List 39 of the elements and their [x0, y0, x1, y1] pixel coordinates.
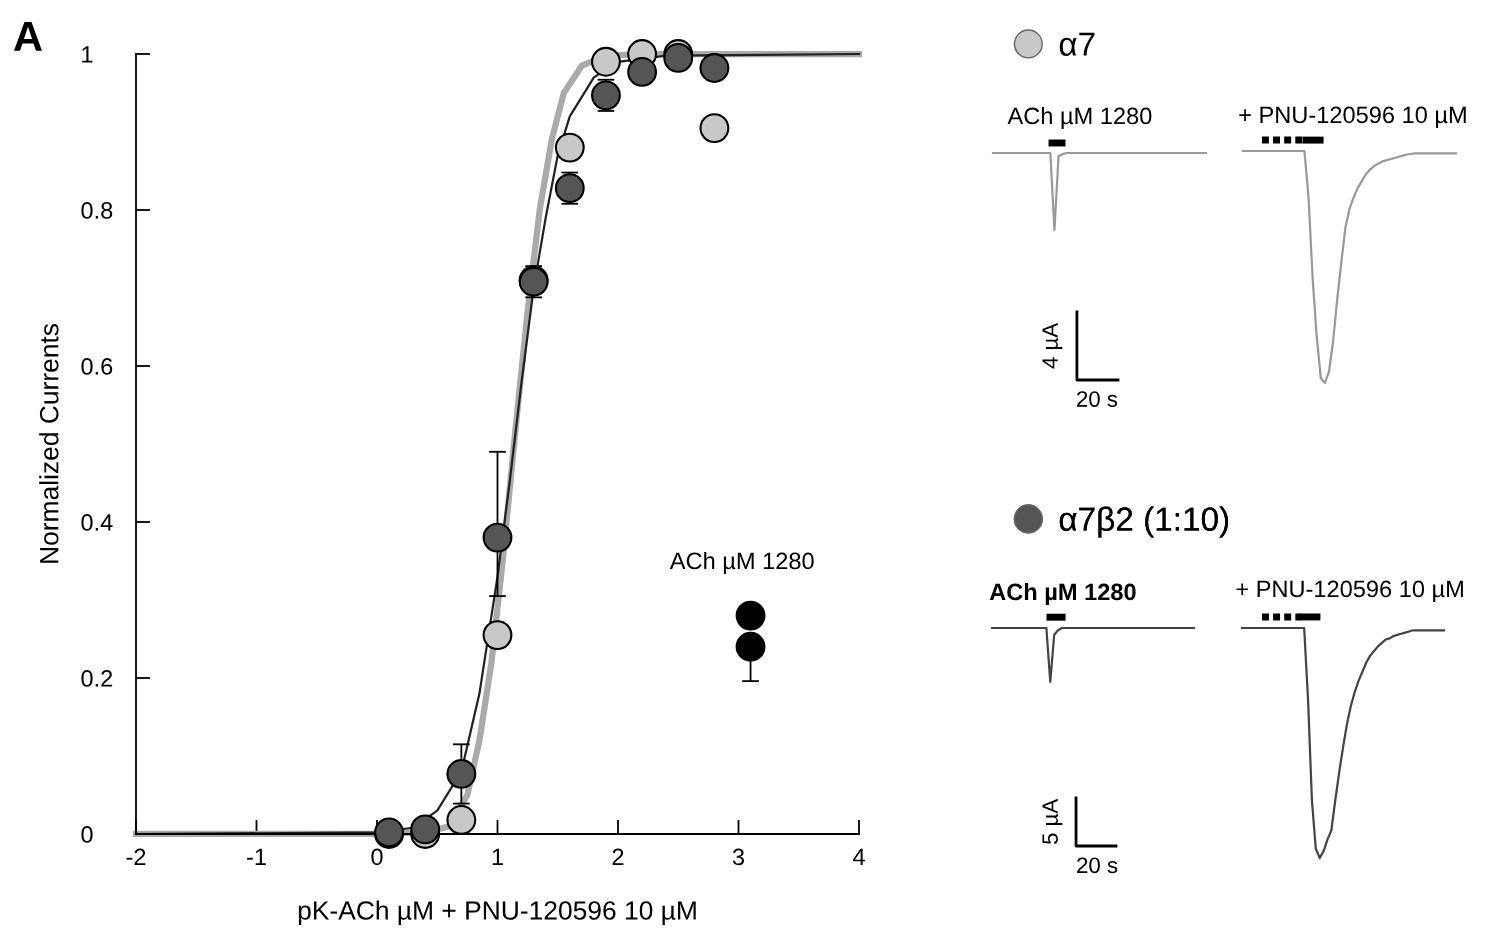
annotation: ACh µM 1280 — [669, 551, 814, 574]
y-tick-label: 1 — [82, 46, 93, 63]
x-tick-label: 1 — [492, 848, 503, 865]
text: ACh µM 1280 — [989, 582, 1136, 605]
x-tick-label: 3 — [732, 848, 745, 866]
point — [735, 600, 766, 631]
y-tick-label: 0 — [81, 826, 93, 843]
point — [482, 522, 513, 553]
point — [735, 631, 766, 662]
x-tick-label: 2 — [612, 848, 624, 865]
text: 20 s — [1077, 857, 1118, 874]
x-tick-label: -2 — [126, 848, 146, 865]
point — [446, 759, 477, 789]
x-tick-label: 0 — [371, 848, 383, 866]
legend-label: α7 — [1059, 32, 1095, 56]
text: + PNU-120596 10 µM — [1239, 106, 1466, 128]
text: 20 s — [1077, 391, 1118, 407]
text: 4 µA — [1042, 322, 1063, 369]
y-axis-title: Normalized Currents — [39, 323, 59, 563]
y-tick-label: 0.6 — [81, 358, 113, 375]
legend-label: α7β2 (1:10) — [1059, 506, 1229, 538]
x-tick-label: -1 — [247, 848, 266, 865]
point — [591, 46, 621, 77]
point — [627, 57, 658, 87]
y-tick-label: 0.4 — [81, 514, 113, 531]
text: + PNU-120596 10 µM — [1236, 580, 1463, 602]
point — [699, 113, 730, 144]
x-tick-label: 4 — [852, 848, 865, 865]
point — [482, 620, 513, 651]
x-axis-title: pK-ACh µM + PNU-120596 10 µM — [298, 900, 696, 926]
point — [699, 53, 730, 83]
text: 5 µA — [1042, 798, 1063, 845]
point — [554, 132, 585, 163]
text: A — [13, 22, 42, 51]
point — [446, 805, 477, 835]
y-tick-label: 0.2 — [81, 670, 113, 687]
text: ACh µM 1280 — [1007, 106, 1152, 129]
point — [554, 173, 585, 204]
y-tick-label: 0.8 — [81, 202, 113, 219]
